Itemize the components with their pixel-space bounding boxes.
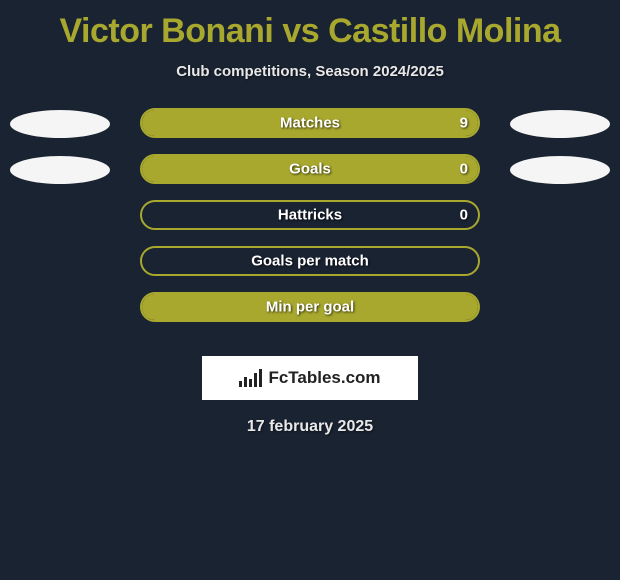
stat-bar: Goals per match	[140, 246, 480, 276]
stat-row: Hattricks 0	[0, 200, 620, 232]
stat-row: Goals 0	[0, 154, 620, 186]
stat-row: Min per goal	[0, 292, 620, 324]
player1-avatar	[10, 156, 110, 184]
player1-name: Victor Bonani	[59, 12, 273, 50]
player2-avatar	[510, 156, 610, 184]
stat-bar: Matches 9	[140, 108, 480, 138]
comparison-title: Victor Bonani vs Castillo Molina	[0, 0, 620, 51]
stat-label: Hattricks	[278, 207, 342, 224]
stat-bar: Min per goal	[140, 292, 480, 322]
stat-label: Matches	[280, 115, 340, 132]
stat-label: Goals	[289, 161, 331, 178]
player2-name: Castillo Molina	[328, 12, 560, 50]
stat-value-right: 0	[460, 207, 468, 224]
player1-avatar	[10, 110, 110, 138]
comparison-chart: Matches 9 Goals 0 Hattricks 0 Goals per match M…	[0, 108, 620, 338]
vs-label: vs	[282, 12, 319, 50]
stat-value-right: 9	[460, 115, 468, 132]
stat-bar: Goals 0	[140, 154, 480, 184]
subtitle: Club competitions, Season 2024/2025	[0, 63, 620, 80]
logo-text: FcTables.com	[268, 368, 380, 388]
stat-value-right: 0	[460, 161, 468, 178]
player2-avatar	[510, 110, 610, 138]
stat-label: Min per goal	[266, 299, 354, 316]
stat-row: Matches 9	[0, 108, 620, 140]
bar-chart-icon	[239, 369, 262, 387]
logo-box: FcTables.com	[202, 356, 418, 400]
date-line: 17 february 2025	[0, 418, 620, 436]
stat-bar: Hattricks 0	[140, 200, 480, 230]
stat-label: Goals per match	[251, 253, 369, 270]
stat-row: Goals per match	[0, 246, 620, 278]
fctables-logo: FcTables.com	[239, 368, 380, 388]
